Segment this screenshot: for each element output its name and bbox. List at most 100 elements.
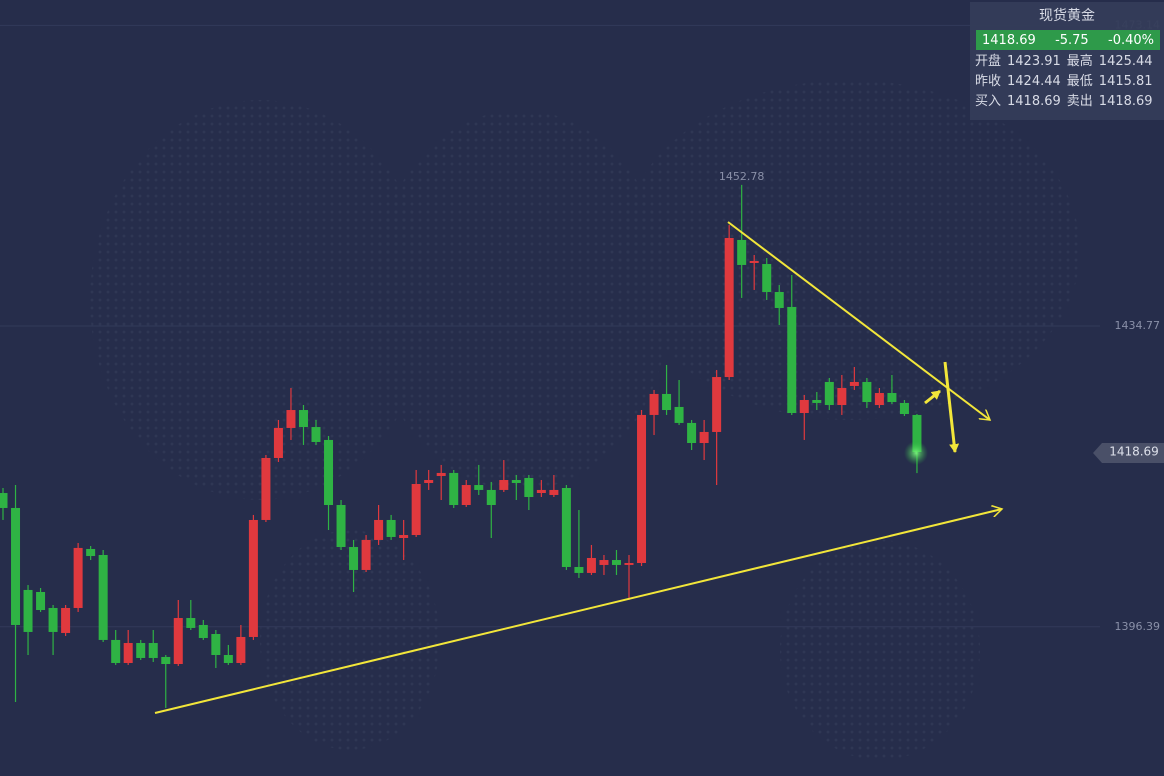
candle-body [248, 519, 258, 637]
quote-row: 开盘 1423.91 最高 1425.44 [975, 54, 1164, 70]
candle-body [887, 393, 897, 403]
candle-body [524, 477, 534, 498]
candle-body [486, 489, 496, 506]
candle-body [361, 539, 371, 570]
arrow-down [943, 361, 960, 453]
candle-body [712, 377, 722, 432]
candle-body [236, 636, 246, 663]
quote-value: 1418.69 [1007, 94, 1061, 109]
world-map-dots [90, 80, 1080, 760]
candle-body [849, 381, 859, 386]
candle-body [862, 381, 872, 403]
candle-body [61, 607, 71, 633]
candle-body [173, 618, 183, 665]
candle-body [499, 480, 509, 490]
candle-body [399, 535, 409, 538]
candle-body [386, 519, 396, 537]
candle-body [298, 410, 308, 428]
candle-body [511, 480, 521, 483]
candle-body [449, 472, 459, 506]
last-price-glow [904, 441, 928, 465]
candle-body [874, 393, 884, 406]
quote-value: 1424.44 [1007, 74, 1061, 89]
candle-body [574, 566, 584, 573]
candle-body [611, 560, 621, 565]
candle-body [799, 399, 809, 413]
y-tick-label: 1434.77 [1115, 319, 1161, 332]
quote-change-pct: -0.40% [1108, 32, 1154, 48]
candle-body [762, 264, 772, 292]
max-label: 1452.78 [719, 170, 765, 183]
candle-body [912, 414, 922, 453]
quote-label: 开盘 [975, 54, 1002, 69]
candle-body [123, 643, 133, 663]
candle-body [23, 589, 33, 632]
candle-body [261, 457, 271, 520]
quote-price: 1418.69 [982, 32, 1036, 48]
price-tag-label: 1418.69 [1109, 445, 1159, 459]
arrow-up [924, 389, 941, 405]
candle-body [599, 560, 609, 565]
quote-label: 买入 [975, 94, 1002, 109]
candle-body [424, 480, 434, 483]
candle-body [637, 414, 647, 563]
quote-row: 买入 1418.69 卖出 1418.69 [975, 94, 1164, 110]
candle-body [0, 493, 8, 508]
candle-body [36, 591, 46, 611]
candle-body [223, 654, 233, 663]
candle-body [774, 291, 784, 308]
candle-body [336, 505, 346, 548]
candle-body [649, 393, 659, 415]
candle-body [349, 547, 359, 570]
candle-body [474, 485, 484, 490]
quote-row: 昨收 1424.44 最低 1415.81 [975, 74, 1164, 90]
candle-body [411, 484, 421, 536]
support-line [154, 509, 1002, 714]
quote-label: 最高 [1066, 54, 1093, 69]
candle-body [324, 439, 334, 506]
candle-body [724, 238, 734, 378]
candle-body [561, 487, 571, 567]
price-tag: 1418.69 [1093, 443, 1164, 463]
quote-value: 1418.69 [1098, 94, 1153, 109]
candle-body [198, 624, 208, 638]
quote-value: 1415.81 [1098, 74, 1153, 89]
candle-body [286, 410, 296, 428]
candle-body [48, 607, 58, 632]
candle-body [273, 427, 283, 458]
candle-body [148, 643, 158, 658]
trend-lines [154, 221, 1002, 714]
quote-label: 昨收 [975, 74, 1002, 89]
candle-body [837, 388, 847, 406]
candle-body [436, 472, 446, 477]
candle-body [186, 618, 196, 628]
quote-label: 卖出 [1066, 94, 1093, 109]
candle-body [624, 562, 634, 565]
y-tick-label: 1396.39 [1115, 620, 1161, 633]
candle-body [98, 555, 108, 640]
candle-body [161, 656, 171, 665]
candle-body [311, 427, 321, 442]
candle-body [11, 507, 21, 625]
candle-body [111, 639, 121, 663]
candle-body [586, 557, 596, 573]
quote-title: 现货黄金 [1039, 8, 1095, 24]
candle-body [662, 393, 672, 411]
candle-body [536, 489, 546, 494]
quote-label: 最低 [1066, 74, 1093, 89]
candle-body [737, 239, 747, 265]
candle-body [674, 406, 684, 423]
candle-body [374, 519, 384, 540]
candle-body [136, 643, 146, 658]
quote-panel: 现货黄金 1418.69 -5.75 -0.40% 开盘 1423.91 最高 142… [970, 2, 1164, 120]
quote-bar: 1418.69 -5.75 -0.40% [976, 30, 1160, 50]
candle-body [824, 381, 834, 406]
quote-value: 1423.91 [1007, 54, 1061, 69]
candle-body [749, 260, 759, 264]
quote-value: 1425.44 [1098, 54, 1153, 69]
candle-body [549, 489, 559, 495]
candle-body [899, 402, 909, 415]
candle-body [687, 422, 697, 444]
